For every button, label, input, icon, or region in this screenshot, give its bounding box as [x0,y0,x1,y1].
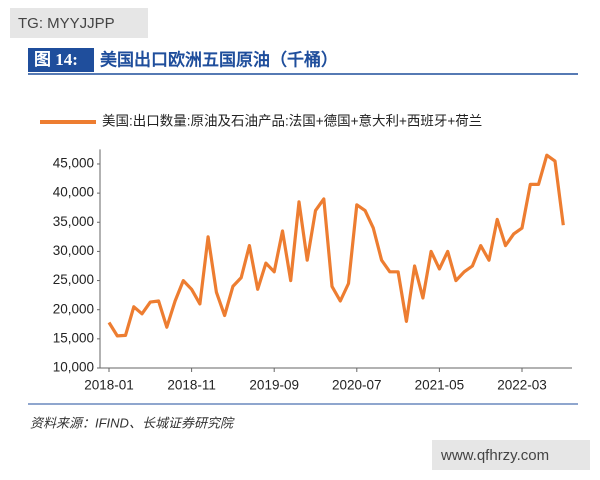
y-tick-label: 45,000 [53,156,94,171]
legend-label: 美国:出口数量:原油及石油产品:法国+德国+意大利+西班牙+荷兰 [102,113,482,129]
series-line [107,153,565,338]
y-tick-label: 15,000 [53,330,94,345]
y-tick-label: 40,000 [53,185,94,200]
x-tick-label: 2020-07 [332,378,382,393]
watermark: www.qfhrzy.com [440,447,549,464]
x-tick-label: 2021-05 [415,378,465,393]
x-tick-label: 2019-09 [249,378,299,393]
figure-label-box [28,48,94,72]
y-tick-label: 20,000 [53,301,94,316]
x-tick-label: 2018-01 [84,378,134,393]
figure-label: 图 14: [34,50,78,69]
watermark-box [432,440,590,470]
y-tick-label: 35,000 [53,214,94,229]
watermark: TG: MYYJJPP [18,15,115,32]
source: 资料来源：IFIND、长城证券研究院 [30,415,235,430]
y-tick-label: 10,000 [53,360,94,375]
y-tick-label: 25,000 [53,272,94,287]
watermark-box [10,8,148,38]
y-tick-label: 30,000 [53,243,94,258]
x-tick-label: 2022-03 [497,378,547,393]
x-tick-label: 2018-11 [167,378,216,393]
chart-title: 美国出口欧洲五国原油（千桶） [100,49,338,69]
